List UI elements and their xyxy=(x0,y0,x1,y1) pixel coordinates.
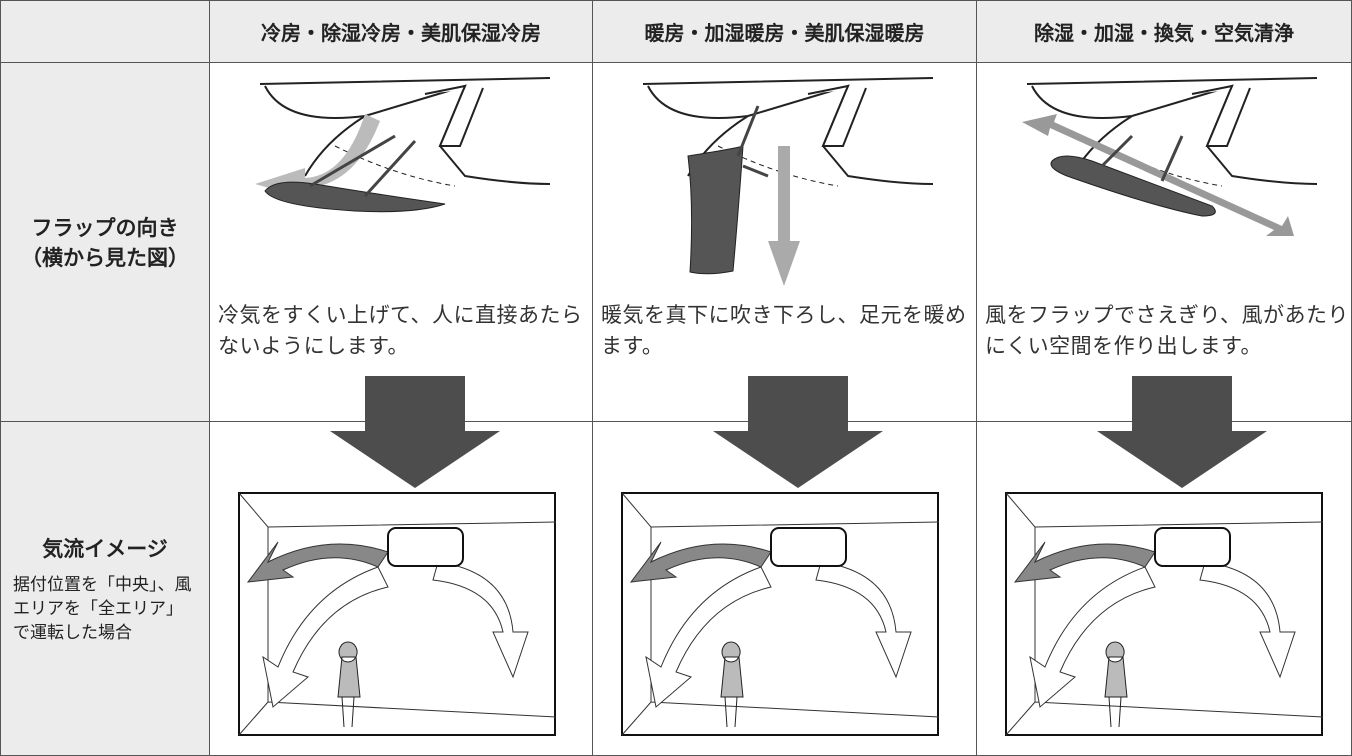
airflow-illustration xyxy=(1005,492,1324,736)
left-air xyxy=(629,541,772,583)
air-arrow xyxy=(768,146,800,286)
aircon xyxy=(1154,527,1231,567)
row-label: 気流イメージ xyxy=(42,536,168,561)
guide xyxy=(334,145,456,187)
down-arrow xyxy=(1097,376,1267,488)
room-edges xyxy=(1005,492,1324,736)
room-edges xyxy=(238,492,557,736)
down-arrow xyxy=(713,376,883,488)
guide xyxy=(1101,145,1223,187)
down-arrow xyxy=(330,376,500,488)
row-label: （横から見た図） xyxy=(21,246,189,270)
description: 風をフラップでさえぎり、風があたりにくい空間を作り出します。 xyxy=(985,303,1350,358)
unit-vane xyxy=(1191,84,1251,147)
row-label: フラップの向き xyxy=(31,216,179,240)
arrow-shape xyxy=(1097,376,1267,488)
flap xyxy=(264,181,446,213)
flap-illustration xyxy=(1022,77,1318,236)
curve-air xyxy=(1029,561,1296,708)
description: 冷気をすくい上げて、人に直接あたらないようにします。 xyxy=(218,303,583,358)
arrow-shape xyxy=(713,376,883,488)
unit-vane xyxy=(807,84,867,147)
flap-arm xyxy=(736,105,769,178)
flap-illustration xyxy=(255,77,551,213)
aircon xyxy=(387,527,464,567)
airflow-illustration xyxy=(621,492,940,736)
aircon xyxy=(770,527,847,567)
airflow-illustration xyxy=(238,492,557,736)
person xyxy=(720,641,744,728)
flap xyxy=(1050,155,1216,217)
air-arrow xyxy=(255,114,380,198)
corner-cell xyxy=(0,0,210,63)
curve-air xyxy=(262,561,529,708)
unit-body xyxy=(259,77,551,185)
column-header: 暖房・加湿暖房・美肌保湿暖房 xyxy=(593,0,977,63)
person xyxy=(337,641,361,728)
left-air xyxy=(1013,541,1156,583)
flap xyxy=(687,145,744,275)
arrow-shape xyxy=(330,376,500,488)
unit-vane xyxy=(424,84,484,147)
curve-air xyxy=(645,561,912,708)
flap-arm xyxy=(309,134,417,198)
row-header: フラップの向き （横から見た図） xyxy=(0,63,210,422)
column-header: 除湿・加湿・換気・空気清浄 xyxy=(977,0,1352,63)
flap-arm xyxy=(1100,134,1184,182)
column-header: 冷房・除湿冷房・美肌保湿冷房 xyxy=(210,0,593,63)
room-edges xyxy=(621,492,940,736)
row-header: 気流イメージ 据付位置を「中央」、風エリアを「全エリア」で運転した場合 xyxy=(0,422,210,756)
left-air xyxy=(246,541,389,583)
row-note: 据付位置を「中央」、風エリアを「全エリア」で運転した場合 xyxy=(13,574,192,643)
flap-illustration xyxy=(642,77,934,286)
air-arrow xyxy=(1022,114,1294,236)
description: 暖気を真下に吹き下ろし、足元を暖めます。 xyxy=(601,303,967,358)
person xyxy=(1104,641,1128,728)
